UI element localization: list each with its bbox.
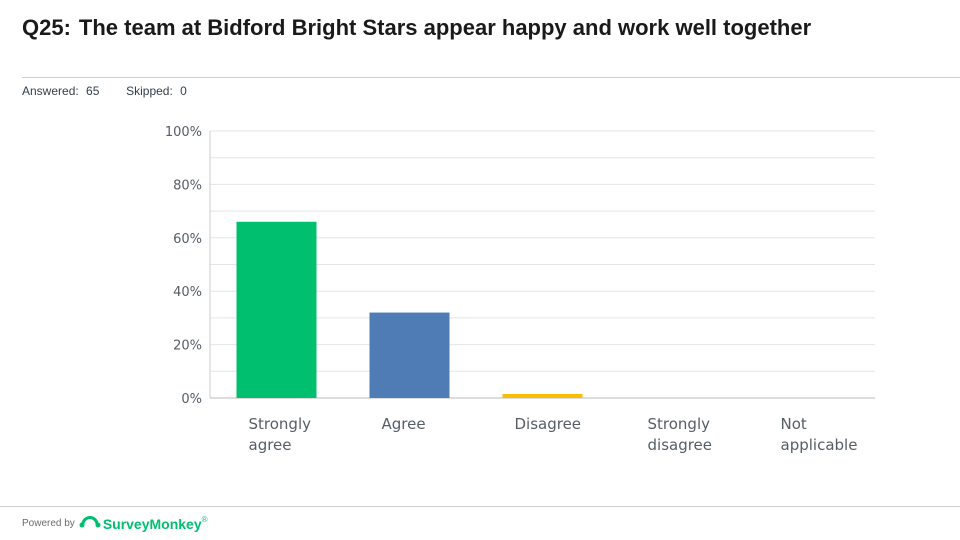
surveymonkey-logo-icon: [79, 513, 101, 534]
footer: Powered by SurveyMonkey ®: [22, 513, 212, 534]
footer-divider: [0, 506, 960, 507]
x-category-label: Agree: [382, 415, 426, 433]
skipped-count: 0: [180, 84, 187, 98]
bar-chart: 0% 20% 40% 60% 80% 100% Strongly agree Agree Disa…: [165, 125, 875, 454]
response-stats: Answered: 65 Skipped: 0: [22, 84, 191, 98]
bar: [369, 312, 450, 398]
y-tick-label: 100%: [165, 125, 202, 140]
answered-label: Answered:: [22, 84, 79, 98]
brand-mark: ®: [201, 515, 208, 524]
answered-count: 65: [86, 84, 100, 98]
y-tick-label: 20%: [173, 339, 202, 354]
y-tick-label: 80%: [173, 178, 202, 193]
question-number: Q25:: [22, 15, 71, 40]
surveymonkey-brand: SurveyMonkey: [102, 515, 202, 532]
y-tick-label: 40%: [173, 285, 202, 300]
x-category-label: Not applicable: [781, 415, 858, 454]
x-category-label: Strongly disagree: [648, 415, 713, 454]
bar: [236, 221, 317, 398]
question-text: The team at Bidford Bright Stars appear …: [78, 15, 812, 40]
y-tick-label: 0%: [181, 392, 202, 407]
powered-by-label: Powered by: [22, 518, 75, 529]
title-divider: [22, 77, 960, 78]
y-tick-label: 60%: [173, 232, 202, 247]
x-category-label: Strongly agree: [249, 415, 312, 454]
x-category-label: Disagree: [515, 415, 582, 433]
question-title: Q25: The team at Bidford Bright Stars app…: [22, 14, 822, 42]
bar: [502, 393, 583, 398]
skipped-label: Skipped:: [126, 84, 173, 98]
